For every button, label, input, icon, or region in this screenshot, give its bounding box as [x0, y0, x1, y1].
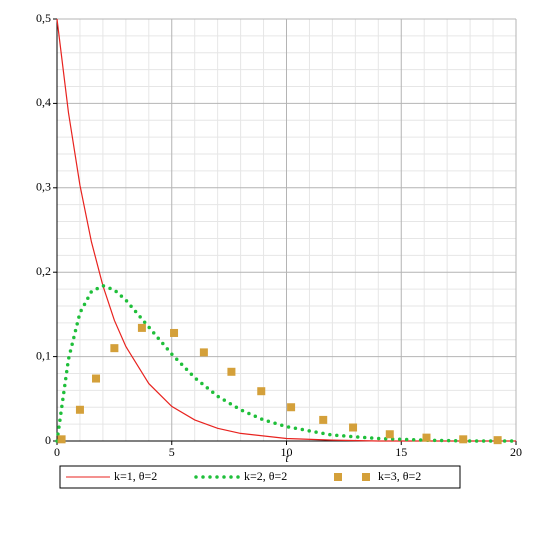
- x-tick-label: 0: [54, 445, 60, 459]
- marker: [227, 367, 236, 376]
- y-tick-label: 0,3: [36, 180, 51, 194]
- y-tick-label: 0,1: [36, 348, 51, 362]
- legend-marker: [362, 473, 370, 481]
- x-tick-label: 5: [169, 445, 175, 459]
- x-tick-label: 10: [281, 445, 293, 459]
- marker: [137, 323, 146, 332]
- marker: [319, 415, 328, 424]
- marker: [459, 435, 468, 444]
- marker: [385, 430, 394, 439]
- marker: [199, 348, 208, 357]
- series-line: [55, 283, 518, 443]
- marker: [92, 374, 101, 383]
- legend-label: k=2, θ=2: [244, 469, 287, 483]
- x-axis-label: t: [285, 451, 289, 465]
- marker: [110, 344, 119, 353]
- marker: [170, 328, 179, 337]
- y-tick-label: 0: [45, 433, 51, 447]
- marker: [422, 433, 431, 442]
- marker: [287, 403, 296, 412]
- series-line: [56, 18, 516, 442]
- legend-box: [59, 465, 461, 489]
- x-tick-label: 15: [395, 445, 407, 459]
- y-tick-label: 0,5: [36, 11, 51, 25]
- marker: [75, 405, 84, 414]
- y-tick-label: 0,2: [36, 264, 51, 278]
- marker: [57, 435, 66, 444]
- legend-label: k=3, θ=2: [378, 469, 421, 483]
- legend-label: k=1, θ=2: [114, 469, 157, 483]
- marker: [493, 436, 502, 445]
- marker: [257, 387, 266, 396]
- marker: [349, 423, 358, 432]
- y-tick-label: 0,4: [36, 95, 51, 109]
- legend-marker: [334, 473, 342, 481]
- x-tick-label: 20: [510, 445, 522, 459]
